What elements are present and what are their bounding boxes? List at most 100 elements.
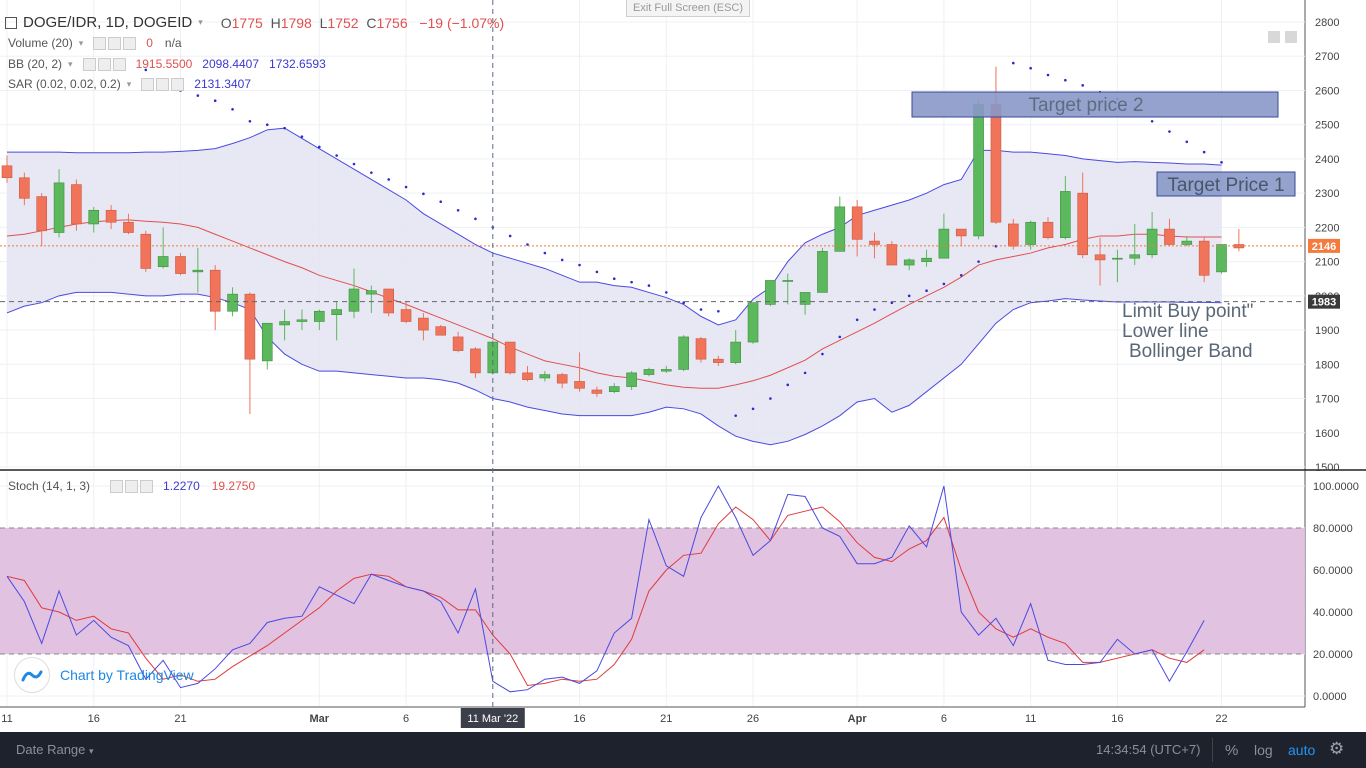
indicator-controls[interactable] (93, 36, 137, 50)
price-axis-panel (1305, 0, 1366, 732)
chevron-down-icon[interactable]: ▾ (198, 17, 203, 27)
gear-icon[interactable]: ⚙ (1329, 739, 1345, 758)
percent-toggle[interactable]: % (1225, 742, 1239, 759)
stoch-d-value: 19.2750 (211, 479, 256, 493)
sar-dot (769, 397, 772, 400)
candle-body (626, 372, 637, 387)
eye-icon[interactable] (110, 479, 124, 493)
candle (383, 288, 395, 317)
gear-icon[interactable] (156, 77, 170, 91)
close-icon[interactable] (123, 36, 137, 50)
log-toggle[interactable]: log (1254, 742, 1273, 758)
indicator-controls[interactable] (141, 77, 185, 91)
time-tick-label: 6 (403, 713, 409, 725)
candle (227, 287, 238, 317)
attribution-text[interactable]: Chart by TradingView (60, 667, 194, 683)
collapse-icon[interactable] (5, 16, 17, 29)
close-icon[interactable] (171, 77, 185, 91)
sar-dot (248, 119, 252, 123)
candle-body (383, 288, 395, 314)
gear-icon[interactable] (108, 36, 122, 50)
candle (1198, 237, 1210, 283)
candle-body (938, 228, 950, 259)
time-tick-label: 6 (941, 713, 947, 725)
candle (313, 309, 325, 331)
chevron-down-icon: ▾ (89, 746, 94, 756)
eye-icon[interactable] (82, 57, 96, 71)
date-range-button[interactable]: Date Range ▾ (16, 742, 94, 757)
price-marker-label: 1983 (1312, 297, 1336, 309)
stoch-tick-label: 60.0000 (1313, 565, 1353, 577)
candle-body (418, 317, 429, 331)
candle (660, 366, 672, 373)
chart-canvas[interactable]: Target price 2 Target Price 1 1500 1600 1700… (0, 0, 1366, 732)
scale-button-icon (1268, 31, 1280, 43)
candle-body (313, 310, 325, 322)
candle-body (331, 309, 342, 315)
eye-icon[interactable] (93, 36, 107, 50)
close-icon[interactable] (112, 57, 126, 71)
sar-dot (1220, 161, 1223, 164)
time-tick-label: Mar (310, 713, 330, 725)
candle (209, 265, 221, 331)
clock-time[interactable]: 14:34:54 (UTC+7) (1096, 742, 1201, 757)
sar-dot (665, 291, 668, 294)
time-tick-label: 16 (1111, 713, 1123, 725)
sar-dot (196, 94, 200, 97)
sar-dot (213, 99, 217, 103)
open-label: O (220, 14, 232, 31)
candle (1, 155, 13, 183)
chevron-down-icon[interactable]: ▾ (126, 78, 132, 89)
auto-toggle[interactable]: auto (1288, 742, 1316, 758)
candle (539, 371, 551, 382)
candle (348, 268, 360, 319)
indicator-controls[interactable] (82, 57, 126, 71)
symbol-title[interactable]: DOGE/IDR, 1D, DOGEID (23, 14, 193, 31)
volume-label[interactable]: Volume (20) (8, 36, 73, 50)
candle (1077, 172, 1088, 259)
candle-body (175, 256, 186, 274)
indicator-controls[interactable] (110, 479, 154, 493)
close-icon[interactable] (140, 479, 154, 493)
candle-body (348, 288, 360, 312)
sar-dot (1150, 119, 1154, 123)
candle (279, 309, 290, 341)
tradingview-attribution[interactable]: Chart by TradingView (14, 656, 194, 694)
candle-body (261, 322, 273, 362)
stoch-label[interactable]: Stoch (14, 1, 3) (8, 479, 91, 493)
candle (782, 273, 794, 305)
gear-icon[interactable] (97, 57, 111, 71)
candle (1164, 218, 1175, 247)
candle (1181, 235, 1193, 247)
exit-fullscreen-button[interactable]: Exit Full Screen (ESC) (626, 0, 750, 17)
candle (955, 228, 967, 247)
candle-body (608, 386, 620, 392)
sar-dot (352, 162, 356, 166)
candle-body (886, 244, 898, 266)
sar-dot (283, 126, 286, 130)
candle (366, 285, 377, 313)
chevron-down-icon[interactable]: ▾ (78, 37, 84, 48)
eye-icon[interactable] (141, 77, 155, 91)
sar-dot (439, 200, 443, 204)
sar-label[interactable]: SAR (0.02, 0.02, 0.2) (8, 77, 121, 91)
sar-dot (300, 135, 304, 138)
chevron-down-icon[interactable]: ▾ (68, 58, 73, 69)
candle-body (643, 369, 655, 375)
sar-dot (595, 270, 599, 274)
target-price-2-box (911, 91, 1279, 118)
stoch-k-line (6, 484, 1205, 693)
annotation-limit-line3: Bollinger Band (1129, 341, 1253, 362)
candle (19, 172, 30, 206)
candle-body (1146, 228, 1158, 256)
bb-label[interactable]: BB (20, 2) (8, 57, 63, 71)
close-value: 1756 (376, 14, 408, 31)
sar-dot (803, 371, 807, 375)
open-value: 1775 (231, 14, 263, 31)
candle-body (19, 177, 30, 199)
candle (938, 213, 950, 259)
candle (591, 386, 603, 397)
candle (765, 280, 776, 307)
annotation-limit-line1: Limit Buy point" (1122, 301, 1254, 322)
gear-icon[interactable] (125, 479, 139, 493)
